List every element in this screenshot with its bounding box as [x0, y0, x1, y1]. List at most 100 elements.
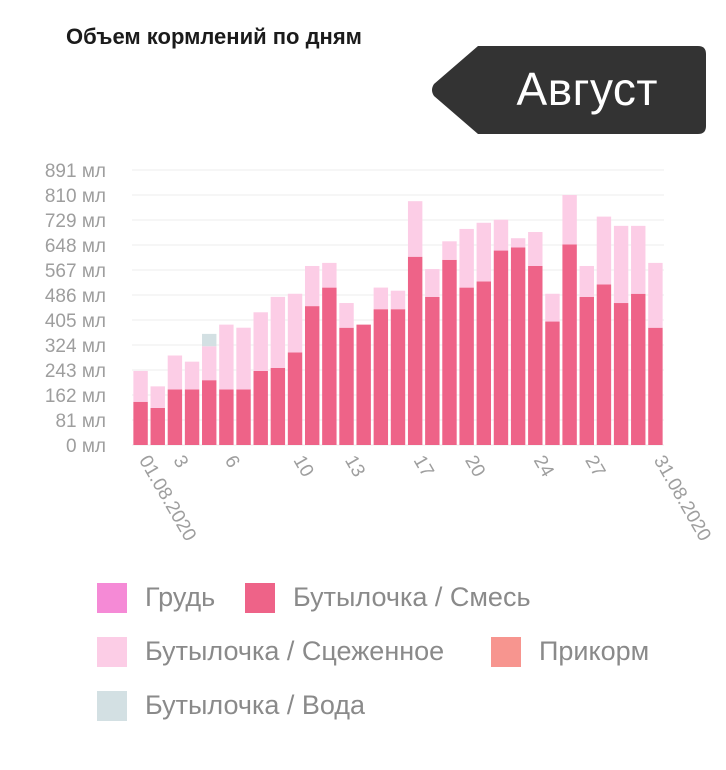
bar-segment — [270, 296, 286, 368]
chart-title: Объем кормлений по дням — [66, 24, 362, 49]
bar-segment — [150, 407, 165, 445]
y-tick-label: 891 мл — [45, 161, 106, 182]
bar-segment — [631, 293, 646, 445]
bar-segment — [339, 327, 354, 445]
bar-segment — [562, 244, 577, 445]
bar-segment — [459, 228, 474, 288]
bar-segment — [545, 321, 560, 445]
legend-swatch — [245, 582, 275, 613]
bar-segment — [648, 327, 663, 445]
bar-segment — [184, 361, 200, 390]
bar-segment — [528, 265, 543, 445]
bar-segment — [167, 355, 183, 390]
legend-item-formula[interactable]: Бутылочка / Смесь — [245, 582, 531, 613]
bar-segment — [493, 250, 509, 445]
y-tick-label: 243 мл — [45, 361, 106, 382]
bar-segment — [476, 281, 492, 445]
bar-segment — [167, 389, 183, 445]
bar-segment — [596, 216, 612, 285]
bar-segment — [202, 380, 217, 445]
bar-segment — [613, 303, 629, 445]
bar-segment — [425, 269, 440, 297]
y-tick-label: 405 мл — [45, 311, 106, 332]
bar-segment — [648, 262, 663, 328]
bars — [133, 195, 663, 445]
bar-segment — [510, 238, 526, 248]
y-tick-label: 567 мл — [45, 261, 106, 282]
y-tick-label: 324 мл — [45, 336, 106, 357]
month-pill-shape — [432, 46, 706, 134]
legend-swatch — [97, 636, 127, 667]
bar-segment — [373, 309, 389, 445]
bar-segment — [150, 386, 165, 408]
x-tick-label: 31.08.2020 — [649, 452, 715, 545]
legend-label: Бутылочка / Вода — [145, 690, 366, 720]
y-tick-label: 648 мл — [45, 236, 106, 257]
legend-label: Прикорм — [539, 636, 650, 666]
bar-segment — [202, 333, 217, 347]
bar-segment — [219, 324, 234, 390]
bar-segment — [253, 370, 268, 445]
x-tick-label: 01.08.2020 — [134, 452, 200, 545]
bar-segment — [219, 389, 234, 445]
bar-segment — [287, 352, 303, 445]
bar-segment — [184, 389, 200, 445]
legend-item-pumped[interactable]: Бутылочка / Сцеженное — [97, 636, 444, 667]
bar-segment — [407, 256, 423, 445]
bar-segment — [459, 287, 474, 445]
y-tick-label: 486 мл — [45, 286, 106, 307]
feeding-volume-chart: 0 мл 81 мл 162 мл 243 мл 324 мл 405 мл 486 мл 5… — [45, 161, 715, 545]
bar-segment — [442, 241, 457, 260]
bar-segment — [322, 287, 337, 445]
bar-segment — [322, 262, 337, 288]
y-tick-label: 810 мл — [45, 186, 106, 207]
bar-segment — [613, 225, 629, 304]
bar-segment — [407, 201, 423, 257]
bar-segment — [476, 222, 492, 282]
bar-segment — [545, 293, 560, 322]
legend-swatch — [491, 636, 521, 667]
legend-item-breast[interactable]: Грудь — [97, 582, 215, 613]
month-label: Август — [516, 63, 658, 115]
bar-segment — [304, 306, 320, 445]
bar-segment — [339, 303, 354, 328]
legend-label: Бутылочка / Смесь — [293, 582, 531, 612]
bar-segment — [236, 327, 251, 390]
legend-label: Бутылочка / Сцеженное — [145, 636, 445, 666]
bar-segment — [133, 370, 148, 402]
bar-segment — [510, 247, 526, 445]
bar-segment — [390, 309, 406, 445]
legend-swatch — [97, 690, 127, 721]
y-tick-label: 0 мл — [66, 436, 106, 457]
bar-segment — [596, 284, 612, 445]
bar-segment — [356, 324, 371, 445]
y-axis-labels: 0 мл 81 мл 162 мл 243 мл 324 мл 405 мл 486 мл 5… — [45, 161, 106, 457]
bar-segment — [425, 296, 440, 445]
x-tick-label: 13 — [340, 452, 369, 481]
bar-segment — [253, 312, 268, 371]
x-tick-label: 6 — [220, 452, 243, 472]
bar-segment — [133, 401, 148, 445]
legend-item-water[interactable]: Бутылочка / Вода — [97, 690, 365, 721]
legend-swatch — [97, 582, 127, 613]
bar-segment — [528, 232, 543, 266]
bar-segment — [579, 296, 594, 445]
x-tick-label: 17 — [409, 452, 438, 481]
legend-item-solids[interactable]: Прикорм — [491, 636, 649, 667]
y-tick-label: 729 мл — [45, 211, 106, 232]
bar-segment — [579, 265, 594, 297]
bar-segment — [236, 389, 251, 445]
bar-segment — [304, 265, 320, 307]
legend-label: Грудь — [145, 582, 216, 612]
bar-segment — [493, 219, 509, 251]
x-tick-label: 3 — [169, 452, 192, 472]
bar-segment — [287, 293, 303, 353]
bar-segment — [562, 195, 577, 245]
y-tick-label: 162 мл — [45, 386, 106, 407]
month-selector[interactable]: Август — [430, 44, 708, 136]
x-tick-label: 20 — [460, 452, 489, 481]
bar-segment — [442, 259, 457, 445]
x-tick-label: 10 — [289, 452, 318, 481]
x-tick-label: 27 — [580, 452, 609, 481]
